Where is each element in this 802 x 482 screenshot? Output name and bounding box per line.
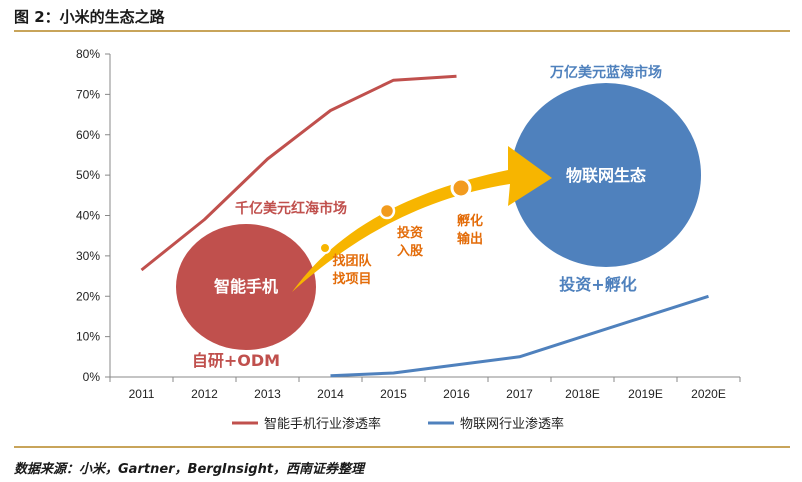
figure-title: 图 2：小米的生态之路 xyxy=(14,8,165,26)
smartphone-circle-label: 智能手机 xyxy=(214,277,278,296)
x-tick-label: 2013 xyxy=(254,387,281,401)
y-tick-label: 20% xyxy=(76,289,100,303)
step2-line1: 投资 xyxy=(397,225,423,241)
x-tick-label: 2015 xyxy=(380,387,407,401)
x-tick-label: 2017 xyxy=(506,387,533,401)
y-tick-label: 0% xyxy=(83,370,101,384)
x-tick-label: 2011 xyxy=(129,387,155,401)
x-tick-label: 2019E xyxy=(628,387,663,401)
step-dot-3 xyxy=(450,177,472,199)
x-tick-label: 2020E xyxy=(691,387,726,401)
y-tick-label: 50% xyxy=(76,168,100,182)
red-market-label: 千亿美元红海市场 xyxy=(235,200,347,217)
top-rule xyxy=(14,30,790,32)
series-line-1 xyxy=(330,294,709,378)
blue-market-label: 万亿美元蓝海市场 xyxy=(549,64,662,81)
step1-line1: 找团队 xyxy=(332,253,372,269)
step-dot-1 xyxy=(319,242,331,254)
step2-line2: 入股 xyxy=(397,244,423,259)
bottom-rule xyxy=(14,446,790,448)
series-lines xyxy=(140,74,709,378)
series-line-0 xyxy=(140,74,457,272)
step3-line2: 输出 xyxy=(457,231,483,247)
y-tick-label: 10% xyxy=(76,330,100,344)
y-tick-label: 30% xyxy=(76,249,100,263)
legend: 智能手机行业渗透率 物联网行业渗透率 xyxy=(232,416,564,432)
red-strategy-label: 自研+ODM xyxy=(192,351,280,370)
step3-line1: 孵化 xyxy=(457,213,483,229)
step-dot-2 xyxy=(378,202,396,220)
x-tick-label: 2012 xyxy=(191,387,218,401)
blue-strategy-label: 投资+孵化 xyxy=(559,275,636,294)
y-tick-label: 40% xyxy=(76,209,100,223)
legend-label-smartphone: 智能手机行业渗透率 xyxy=(264,416,381,432)
legend-label-iot: 物联网行业渗透率 xyxy=(460,416,564,432)
iot-circle-label: 物联网生态 xyxy=(566,166,646,185)
growth-arrow xyxy=(292,146,552,292)
source-note: 数据来源：小米，Gartner，BergInsight，西南证券整理 xyxy=(14,462,365,477)
smartphone-circle xyxy=(176,224,316,350)
y-tick-label: 60% xyxy=(76,128,100,142)
x-tick-label: 2014 xyxy=(317,387,344,401)
y-tick-label: 80% xyxy=(76,47,100,61)
iot-circle xyxy=(511,83,701,267)
y-tick-label: 70% xyxy=(76,87,100,101)
step1-line2: 找项目 xyxy=(332,271,371,287)
axes: 0% 10% 20% 30% 40% 50% 60% 70% 80% 2011 2012 2013 20… xyxy=(76,47,741,401)
x-tick-label: 2018E xyxy=(565,387,600,401)
x-tick-label: 2016 xyxy=(443,387,470,401)
